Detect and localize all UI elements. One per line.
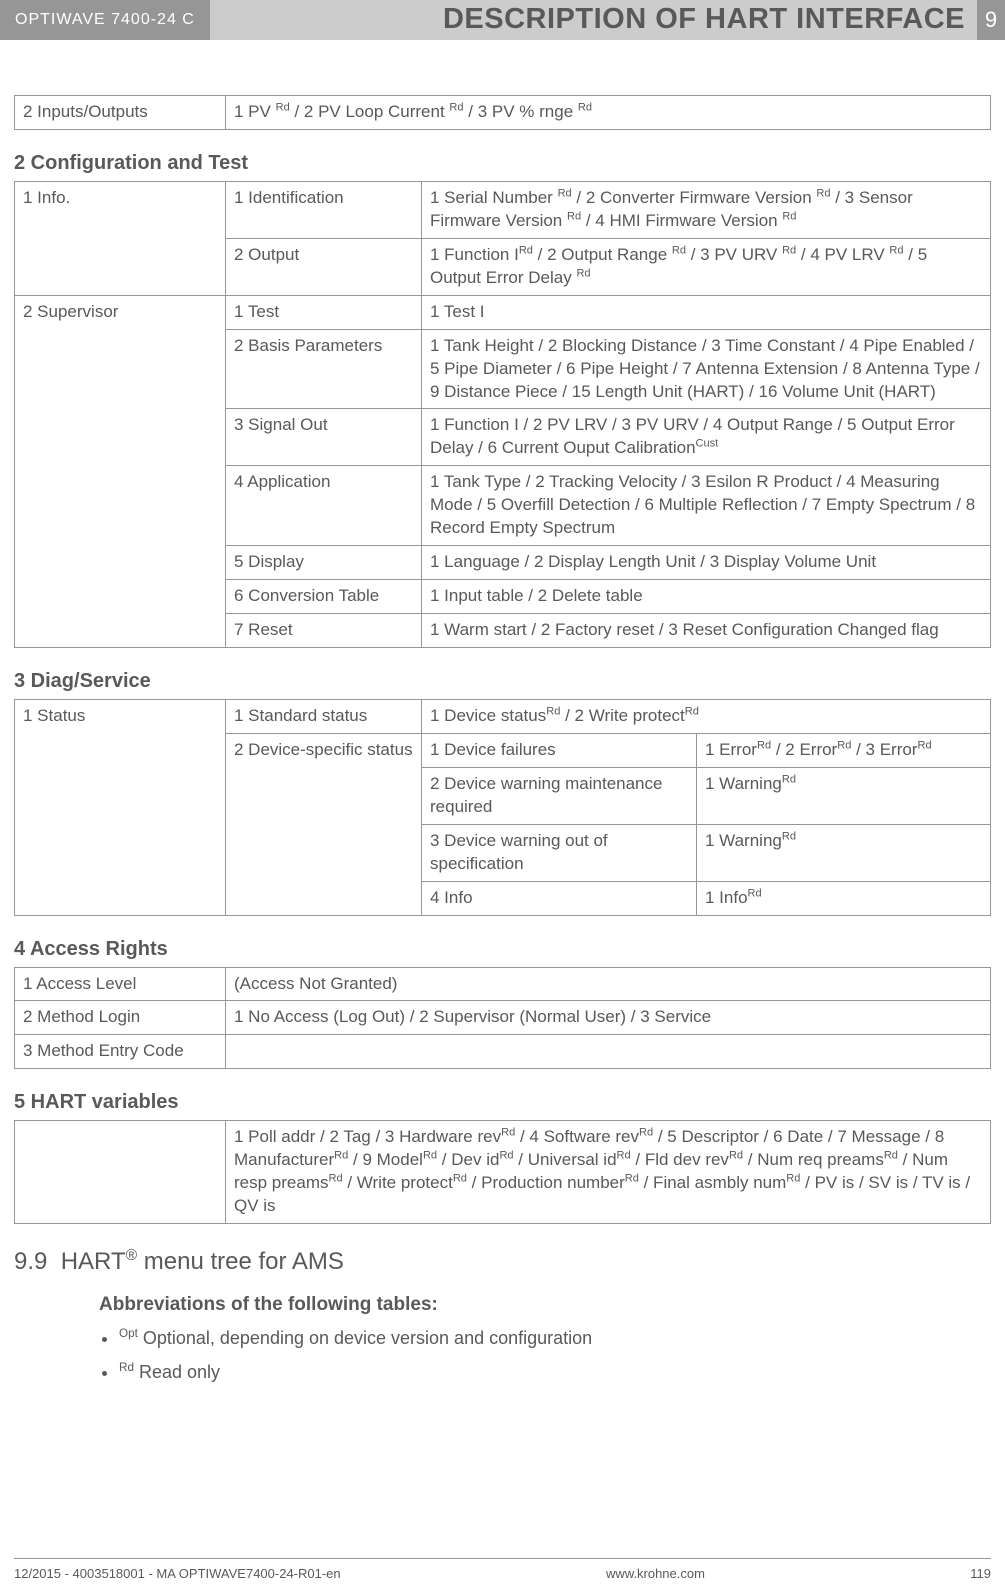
cell: 6 Conversion Table bbox=[226, 580, 422, 614]
cell: 1 Warm start / 2 Factory reset / 3 Reset… bbox=[422, 614, 991, 648]
section-heading: 2 Configuration and Test bbox=[14, 150, 991, 177]
section-heading: 3 Diag/Service bbox=[14, 668, 991, 695]
diag-service-table: 1 Status 1 Standard status 1 Device stat… bbox=[14, 699, 991, 916]
cell: 1 Access Level bbox=[15, 967, 226, 1001]
cell: 2 Device warning maintenance required bbox=[422, 767, 697, 824]
cell: 1 Function IRd / 2 Output Range Rd / 3 P… bbox=[422, 238, 991, 295]
access-rights-table: 1 Access Level(Access Not Granted) 2 Met… bbox=[14, 967, 991, 1070]
abbrev-list: Opt Optional, depending on device versio… bbox=[99, 1326, 991, 1385]
cell: 1 Input table / 2 Delete table bbox=[422, 580, 991, 614]
cell: 1 Poll addr / 2 Tag / 3 Hardware revRd /… bbox=[226, 1121, 991, 1224]
cell: 2 Device-specific status bbox=[226, 733, 422, 915]
cell: 1 Device statusRd / 2 Write protectRd bbox=[422, 699, 991, 733]
hart-variables-table: 1 Poll addr / 2 Tag / 3 Hardware revRd /… bbox=[14, 1120, 991, 1224]
cell: 5 Display bbox=[226, 546, 422, 580]
cell: 1 PV Rd / 2 PV Loop Current Rd / 3 PV % … bbox=[226, 96, 991, 130]
cell: 1 Function I / 2 PV LRV / 3 PV URV / 4 O… bbox=[422, 409, 991, 466]
chapter-number: 9 bbox=[977, 0, 1005, 40]
cell: 1 Test bbox=[226, 295, 422, 329]
cell: 2 Basis Parameters bbox=[226, 329, 422, 409]
cell: 1 WarningRd bbox=[697, 824, 991, 881]
cell: 4 Info bbox=[422, 881, 697, 915]
cell: 1 ErrorRd / 2 ErrorRd / 3 ErrorRd bbox=[697, 733, 991, 767]
cell: 1 Status bbox=[15, 699, 226, 915]
cell: 2 Method Login bbox=[15, 1001, 226, 1035]
cell bbox=[226, 1035, 991, 1069]
inputs-outputs-table: 2 Inputs/Outputs 1 PV Rd / 2 PV Loop Cur… bbox=[14, 95, 991, 130]
footer-url: www.krohne.com bbox=[606, 1565, 705, 1583]
cell: 1 No Access (Log Out) / 2 Supervisor (No… bbox=[226, 1001, 991, 1035]
cell: 1 Standard status bbox=[226, 699, 422, 733]
abbrev-heading: Abbreviations of the following tables: bbox=[99, 1292, 991, 1318]
cell: 1 Test I bbox=[422, 295, 991, 329]
cell: (Access Not Granted) bbox=[226, 967, 991, 1001]
page-footer: 12/2015 - 4003518001 - MA OPTIWAVE7400-2… bbox=[14, 1558, 991, 1583]
footer-page-num: 119 bbox=[970, 1565, 991, 1583]
cell: 1 Tank Type / 2 Tracking Velocity / 3 Es… bbox=[422, 466, 991, 546]
cell: 1 Tank Height / 2 Blocking Distance / 3 … bbox=[422, 329, 991, 409]
cell: 1 Info. bbox=[15, 181, 226, 295]
cell: 3 Signal Out bbox=[226, 409, 422, 466]
cell: 1 Serial Number Rd / 2 Converter Firmwar… bbox=[422, 181, 991, 238]
section-heading: 5 HART variables bbox=[14, 1089, 991, 1116]
section-heading: 4 Access Rights bbox=[14, 936, 991, 963]
chapter-title: DESCRIPTION OF HART INTERFACE bbox=[210, 0, 977, 40]
cell: 1 InfoRd bbox=[697, 881, 991, 915]
cell: 1 Identification bbox=[226, 181, 422, 238]
cell: 2 Output bbox=[226, 238, 422, 295]
cell: 4 Application bbox=[226, 466, 422, 546]
configuration-test-table: 1 Info. 1 Identification 1 Serial Number… bbox=[14, 181, 991, 648]
cell: 3 Method Entry Code bbox=[15, 1035, 226, 1069]
cell: 1 Device failures bbox=[422, 733, 697, 767]
cell: 7 Reset bbox=[226, 614, 422, 648]
abbrev-item: Rd Read only bbox=[119, 1360, 991, 1384]
cell: 3 Device warning out of specification bbox=[422, 824, 697, 881]
cell bbox=[15, 1121, 226, 1224]
footer-doc-id: 12/2015 - 4003518001 - MA OPTIWAVE7400-2… bbox=[14, 1565, 341, 1583]
cell: 1 Language / 2 Display Length Unit / 3 D… bbox=[422, 546, 991, 580]
device-name: OPTIWAVE 7400-24 C bbox=[0, 0, 210, 40]
cell: 2 Supervisor bbox=[15, 295, 226, 647]
page-header: OPTIWAVE 7400-24 C DESCRIPTION OF HART I… bbox=[0, 0, 1005, 40]
abbrev-item: Opt Optional, depending on device versio… bbox=[119, 1326, 991, 1350]
cell: 2 Inputs/Outputs bbox=[15, 96, 226, 130]
subsection-heading: 9.9 HART® menu tree for AMS bbox=[14, 1246, 991, 1278]
cell: 1 WarningRd bbox=[697, 767, 991, 824]
